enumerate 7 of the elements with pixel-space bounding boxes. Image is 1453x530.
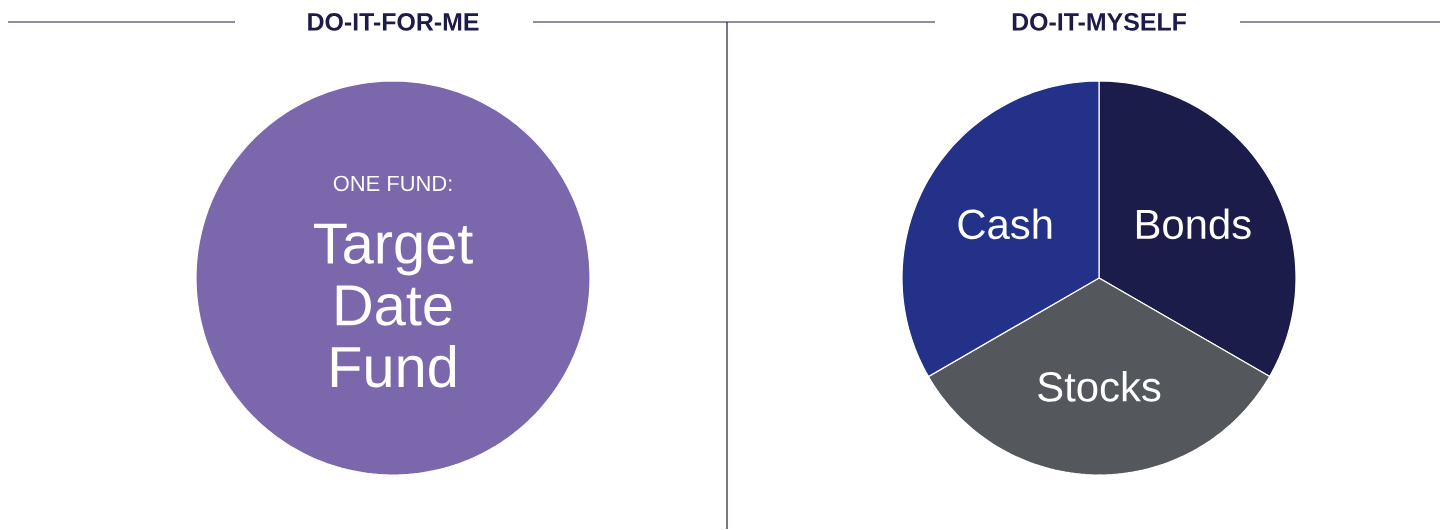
slice-label: Bonds — [1136, 208, 1251, 240]
chart-title: DO-IT-FOR-ME — [308, 13, 479, 31]
chart-title: DO-IT-MYSELF — [1012, 13, 1186, 31]
slice-label: Cash — [958, 208, 1052, 240]
slice-label: Target Date Fund — [314, 223, 473, 388]
slice-label: Stocks — [1038, 371, 1161, 402]
text: ONE FUND: — [333, 175, 452, 192]
